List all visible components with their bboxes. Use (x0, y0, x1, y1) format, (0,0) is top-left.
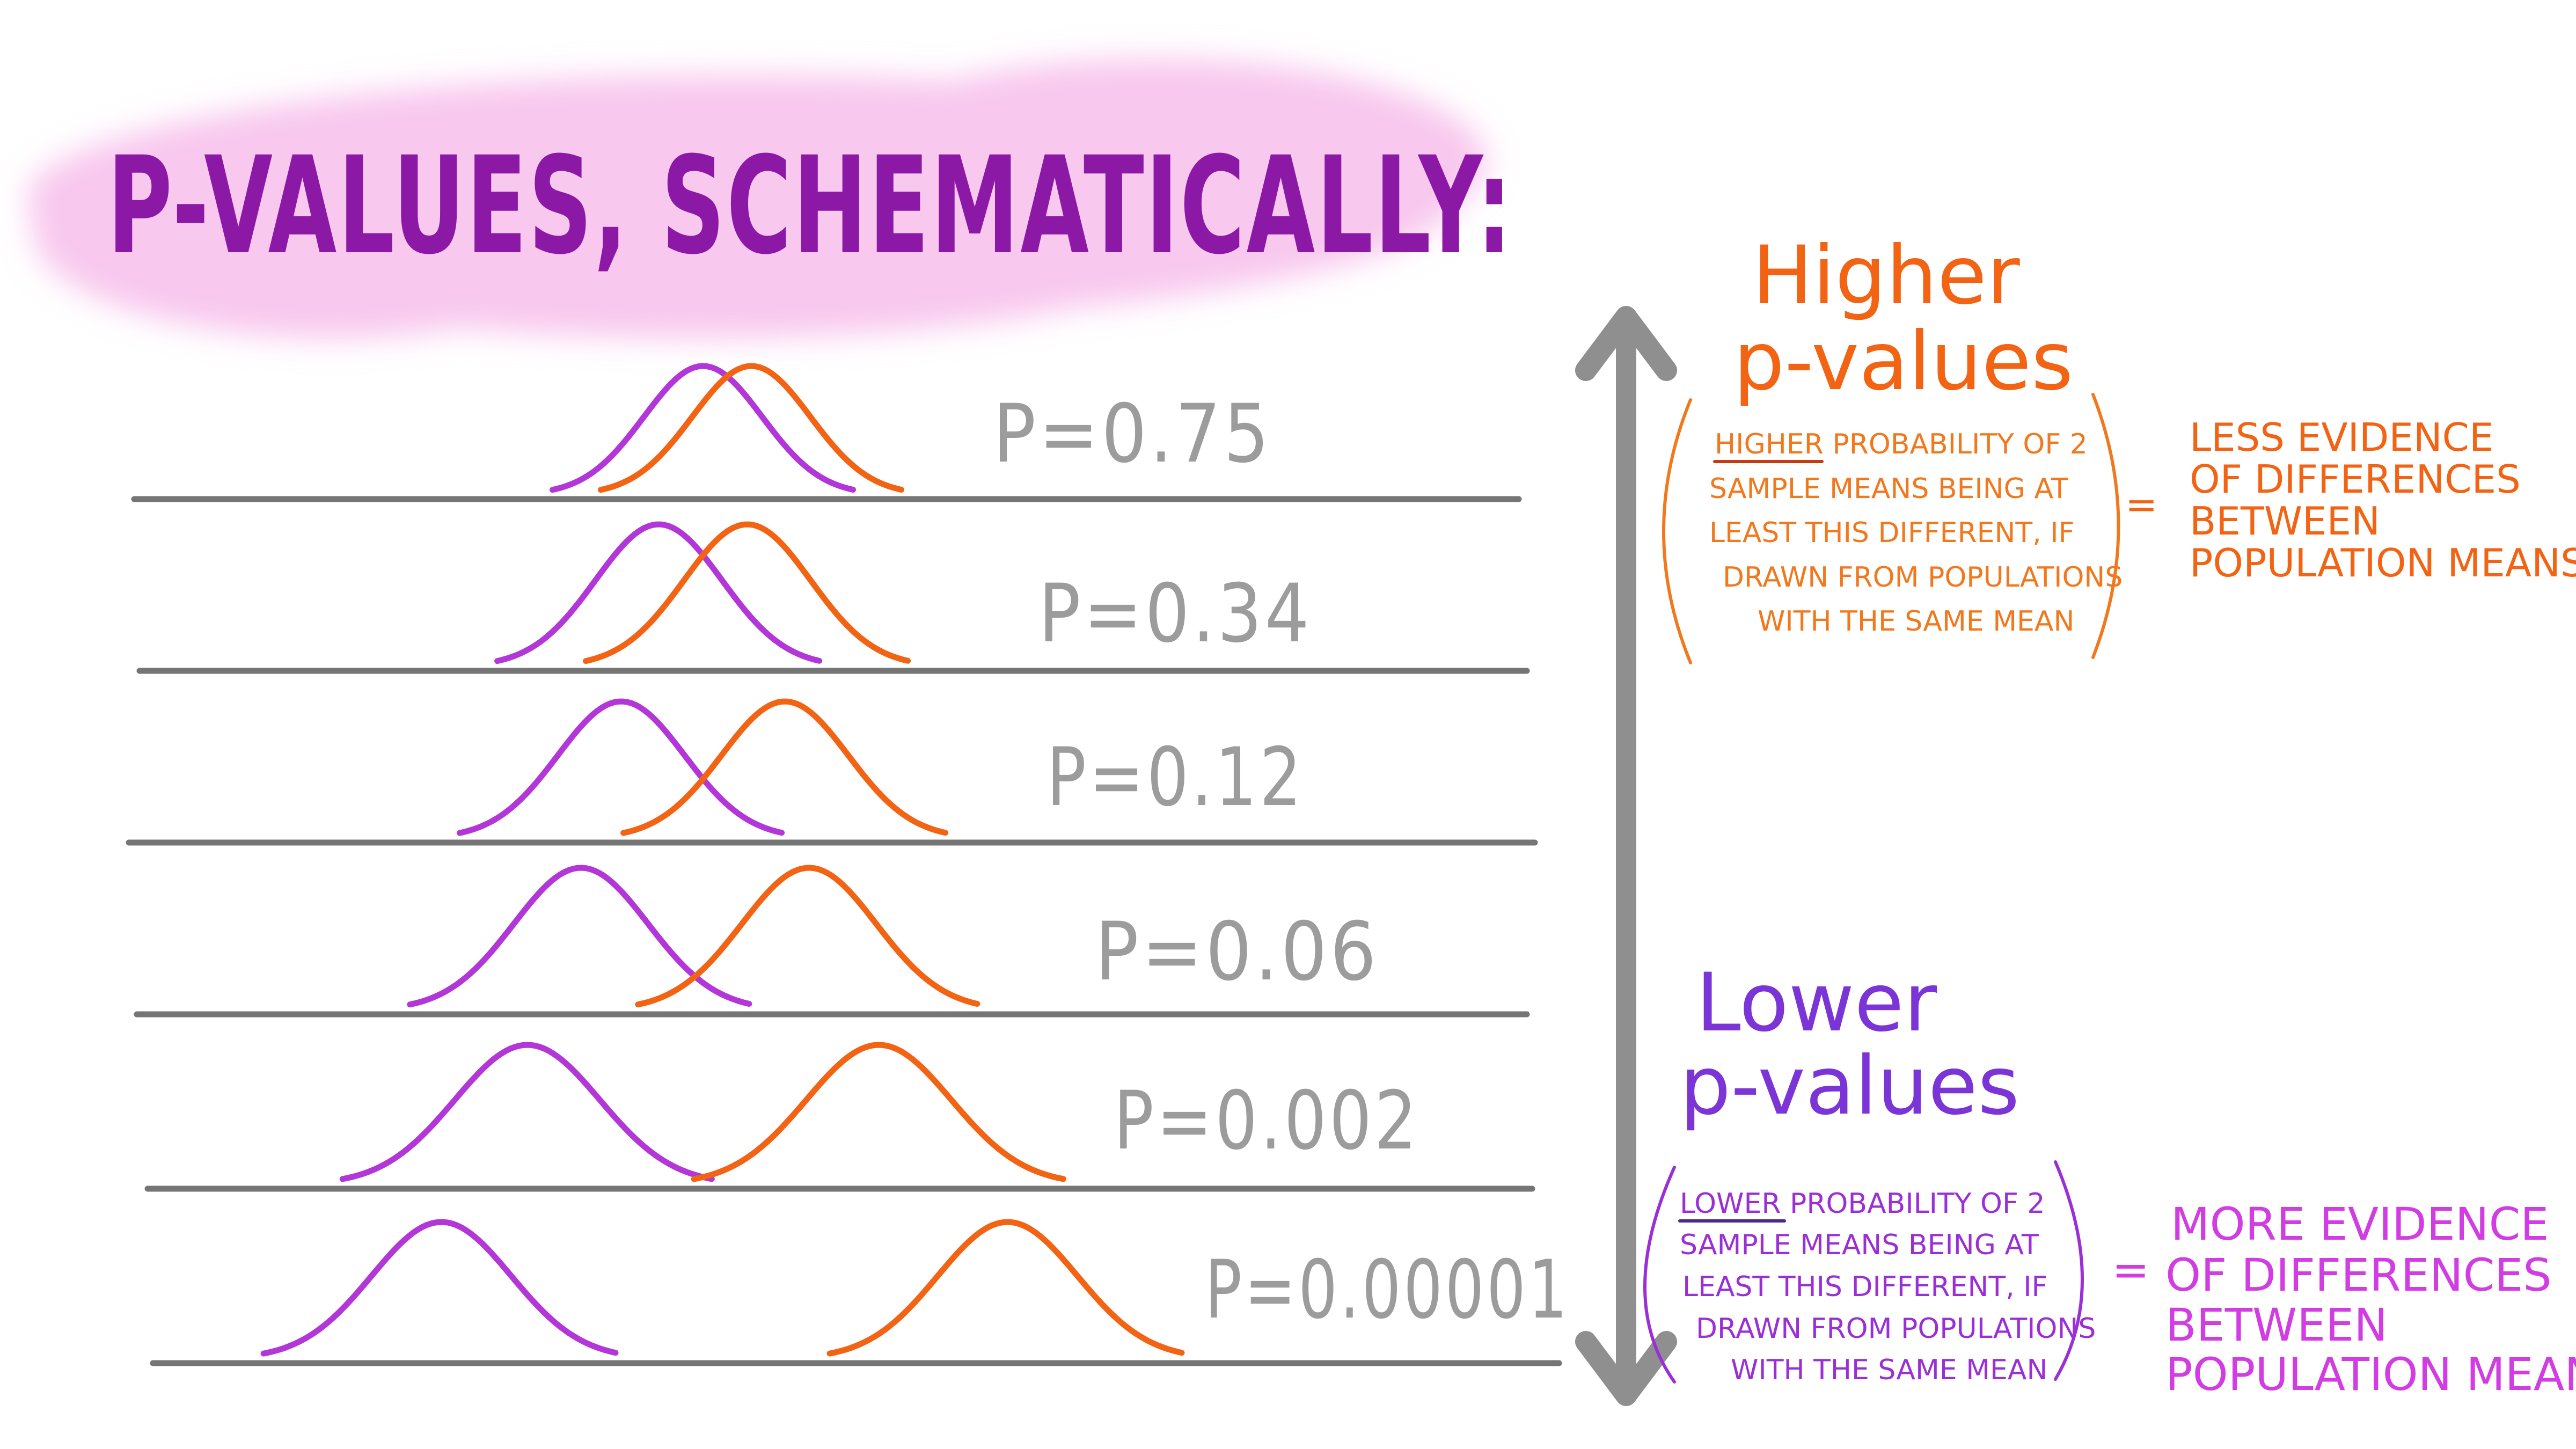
higher-right-paren (2091, 393, 2120, 659)
higher-left-paren (1662, 398, 1692, 664)
purple-curve-1 (550, 363, 856, 493)
higher-emphasis: HIGHER (1715, 428, 1824, 460)
purple-curve-6 (260, 1219, 619, 1357)
lower-description-line4: DRAWN FROM POPULATIONS (1696, 1313, 2096, 1345)
higher-result-line3: BETWEEN (2190, 499, 2380, 544)
lower-description-line1: LOWER PROBABILITY OF 2 (1680, 1188, 2045, 1220)
orange-curve-5 (691, 1042, 1066, 1182)
lower-result-line4: POPULATION MEANS (2165, 1348, 2576, 1401)
purple-curve-4 (407, 865, 752, 1008)
lower-heading-line1: Lower (1696, 956, 1937, 1050)
lower-result-line2: OF DIFFERENCES (2165, 1249, 2552, 1301)
lower-description-line2: SAMPLE MEANS BEING AT (1680, 1229, 2039, 1261)
higher-description-line1: HIGHER PROBABILITY OF 2 (1715, 428, 2088, 460)
title-brush (27, 59, 1487, 338)
lower-left-paren (1643, 1166, 1676, 1384)
purple-curve-5 (339, 1042, 715, 1182)
higher-description-line3: LEAST THIS DIFFERENT, IF (1709, 517, 2074, 549)
lower-description-line5: WITH THE SAME MEAN (1731, 1354, 2047, 1386)
lower-result-line1: MORE EVIDENCE (2171, 1198, 2549, 1250)
lower-annotation: Lower p-values LOWER PROBABILITY OF 2 SA… (1643, 956, 2576, 1401)
lower-heading-line2: p-values (1680, 1040, 2019, 1133)
higher-description-line5: WITH THE SAME MEAN (1758, 605, 2074, 638)
double-arrow-icon (1575, 306, 1677, 1406)
lower-description-line3: LEAST THIS DIFFERENT, IF (1682, 1271, 2047, 1303)
p-value-label-2: P=0.34 (1038, 567, 1312, 661)
orange-curve-4 (635, 865, 980, 1008)
p-value-label-3: P=0.12 (1046, 731, 1304, 824)
higher-result-line4: POPULATION MEANS (2190, 540, 2576, 586)
lower-result-line3: BETWEEN (2165, 1299, 2388, 1351)
purple-curve-2 (494, 521, 823, 664)
lower-emphasis: LOWER (1680, 1188, 1781, 1220)
higher-result-line1: LESS EVIDENCE (2190, 415, 2493, 460)
orange-curve-3 (620, 698, 949, 836)
lower-right-paren (2054, 1160, 2084, 1381)
p-value-label-1: P=0.75 (993, 387, 1272, 481)
higher-description-line4: DRAWN FROM POPULATIONS (1723, 561, 2123, 594)
orange-curve-1 (598, 363, 904, 493)
higher-description-line2: SAMPLE MEANS BEING AT (1709, 473, 2068, 505)
title-group: P-VALUES, SCHEMATICALLY: (27, 59, 1513, 338)
purple-curve-3 (457, 698, 785, 836)
higher-heading-line1: Higher (1752, 229, 2020, 323)
p-value-label-5: P=0.002 (1114, 1074, 1419, 1168)
higher-equals: = (2125, 482, 2157, 527)
orange-curve-2 (583, 521, 911, 664)
higher-annotation: Higher p-values HIGHER PROBABILITY OF 2 … (1662, 229, 2576, 664)
distribution-rows: P=0.75 P=0.34 P=0.12 P=0.06 P=0.002 P=0.00001 (126, 363, 1570, 1366)
orange-curve-6 (826, 1219, 1185, 1357)
higher-result-line2: OF DIFFERENCES (2190, 457, 2521, 502)
p-value-label-6: P=0.00001 (1205, 1243, 1570, 1337)
p-value-label-4: P=0.06 (1095, 905, 1379, 999)
page-title: P-VALUES, SCHEMATICALLY: (107, 128, 1513, 284)
lower-equals: = (2112, 1243, 2149, 1296)
higher-heading-line2: p-values (1733, 315, 2073, 408)
